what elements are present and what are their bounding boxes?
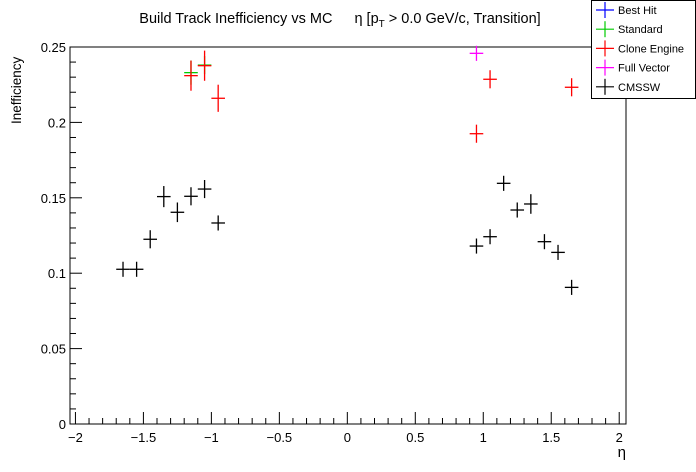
x-tick-label: 1 — [480, 430, 487, 445]
legend-label: CMSSW — [618, 82, 661, 94]
data-point — [129, 261, 144, 277]
x-tick-label: −0.5 — [267, 430, 293, 445]
data-point — [197, 50, 212, 81]
series-full-vector — [469, 45, 484, 61]
data-point — [537, 234, 552, 250]
y-tick-label: 0.1 — [48, 266, 66, 281]
data-point — [157, 186, 171, 208]
data-point — [184, 60, 198, 91]
x-tick-label: 0 — [344, 430, 351, 445]
data-point — [469, 124, 484, 143]
data-point — [564, 279, 579, 295]
x-tick-label: −1 — [204, 430, 219, 445]
x-tick-label: 2 — [616, 430, 623, 445]
legend-label: Standard — [618, 24, 663, 36]
chart-title-eta: η [p — [354, 11, 378, 27]
legend-label: Best Hit — [618, 5, 657, 17]
data-point — [510, 202, 525, 218]
y-tick-label: 0.2 — [48, 115, 66, 130]
data-points — [116, 45, 579, 295]
y-axis-label: Inefficiency — [9, 56, 24, 124]
data-point — [170, 202, 185, 223]
chart-title: Build Track Inefficiency vs MC η [pT > 0… — [139, 11, 540, 30]
series-standard — [184, 56, 212, 85]
data-point — [483, 70, 497, 89]
series-cmssw — [116, 175, 579, 295]
legend-entry: Best Hit — [596, 2, 657, 18]
legend: Best Hit Standard Clone Engine Full Vector C… — [591, 0, 696, 99]
x-tick-label: 0.5 — [406, 430, 424, 445]
data-point — [211, 84, 225, 112]
y-tick-label: 0.25 — [41, 40, 66, 55]
x-axis-label: η — [618, 444, 626, 461]
chart-title-rest: > 0.0 GeV/c, Transition] — [385, 11, 541, 27]
plot-frame — [69, 46, 627, 425]
data-point — [564, 78, 579, 97]
series-clone-engine — [184, 50, 579, 143]
legend-entry: Clone Engine — [596, 40, 684, 57]
y-tick-label: 0 — [59, 417, 66, 432]
x-tick-label: −2 — [68, 430, 83, 445]
axes: −2 −1.5 −1 −0.5 0 0.5 1 1.5 2 0 0.05 0.1 0.15 0.2 0.25 — [41, 40, 627, 445]
x-tick-label: −1.5 — [131, 430, 157, 445]
legend-box — [591, 0, 696, 99]
data-point — [496, 175, 511, 191]
legend-label: Full Vector — [618, 63, 670, 75]
legend-label: Clone Engine — [618, 43, 684, 55]
legend-entry: Standard — [596, 21, 663, 38]
data-point — [211, 215, 225, 231]
legend-entry: CMSSW — [596, 78, 661, 95]
y-tick-label: 0.05 — [41, 342, 66, 357]
legend-entry: Full Vector — [596, 59, 670, 76]
data-point — [116, 261, 130, 277]
x-tick-label: 1.5 — [542, 430, 560, 445]
chart-title-sub: T — [379, 19, 385, 30]
data-point — [483, 229, 497, 245]
data-point — [469, 45, 484, 61]
data-point — [524, 194, 538, 214]
data-point — [143, 230, 158, 249]
data-point — [469, 238, 484, 254]
data-point — [197, 180, 212, 199]
y-tick-label: 0.15 — [41, 191, 66, 206]
data-point — [184, 187, 198, 206]
chart-title-main: Build Track Inefficiency vs MC — [139, 11, 332, 27]
data-point — [551, 244, 565, 260]
